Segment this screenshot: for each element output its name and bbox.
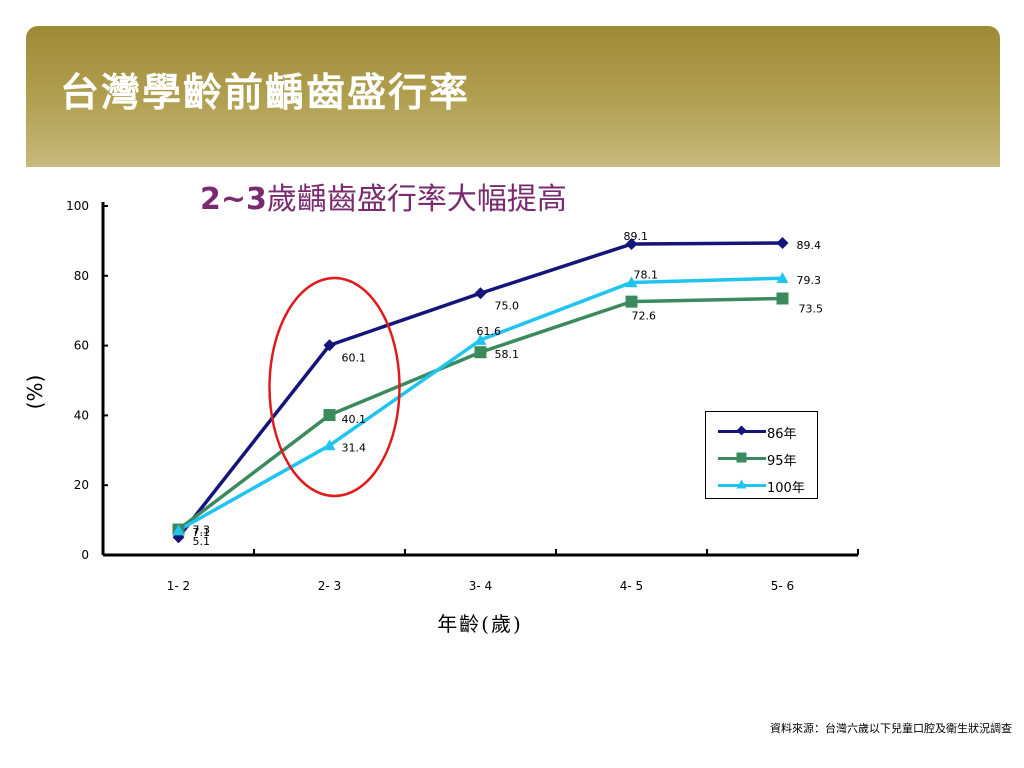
x-tick-label: 4- 5: [620, 579, 643, 593]
data-label-2-3: 78.1: [634, 268, 659, 281]
data-point-2-1: [323, 439, 336, 451]
data-point-1-2: [474, 346, 487, 359]
x-tick-label: 2- 3: [318, 579, 341, 593]
data-label-0-2: 75.0: [495, 299, 520, 312]
data-label-2-0: 7.1: [193, 526, 211, 539]
data-label-1-4: 73.5: [799, 302, 824, 315]
data-point-0-2: [474, 287, 487, 300]
highlight-circle: [268, 276, 401, 498]
data-label-1-2: 58.1: [495, 348, 520, 361]
y-axis-title: (%): [23, 374, 47, 410]
legend-item-86: 86年: [718, 422, 818, 442]
legend-marker-100: [736, 479, 747, 489]
y-tick-label: 0: [81, 548, 89, 562]
y-tick-label: 40: [74, 408, 89, 422]
y-tick-label: 60: [74, 339, 89, 353]
data-point-1-1: [323, 409, 336, 422]
data-label-2-4: 79.3: [797, 274, 822, 287]
data-point-0-4: [776, 236, 789, 249]
data-label-0-3: 89.1: [624, 230, 649, 243]
title-banner: [26, 26, 1000, 167]
legend-item-95: 95年: [718, 449, 818, 469]
data-point-2-2: [474, 334, 487, 345]
data-point-2-0: [172, 524, 185, 536]
x-axis-title: 年齡(歲): [437, 612, 523, 636]
legend-marker-shape-86: [736, 425, 747, 436]
y-tick-label: 20: [74, 478, 89, 492]
data-point-2-4: [776, 272, 789, 284]
chart-subtitle: 2~3歲齲齒盛行率大幅提高: [200, 174, 567, 218]
legend-marker-95: [736, 452, 747, 463]
data-label-1-0: 7.3: [193, 524, 211, 537]
data-label-0-4: 89.4: [797, 239, 822, 252]
data-label-2-2: 61.6: [477, 325, 502, 338]
data-label-0-0: 5.1: [193, 535, 211, 548]
data-point-2-3: [625, 276, 638, 288]
legend-label-95: 95年: [767, 454, 797, 469]
source-note: 資料來源：台灣六歲以下兒童口腔及衛生狀況調查: [770, 722, 1012, 735]
data-label-2-1: 31.4: [342, 441, 367, 454]
legend-marker-shape-95: [736, 452, 747, 463]
legend-marker-shape-100: [736, 479, 747, 489]
data-label-1-3: 72.6: [632, 310, 657, 323]
data-label-1-1: 40.1: [342, 413, 367, 426]
data-point-1-4: [776, 292, 789, 305]
legend-marker-86: [736, 425, 747, 436]
subtitle-rest: 歲齲齒盛行率大幅提高: [266, 182, 567, 217]
y-tick-label: 100: [66, 199, 89, 213]
legend-label-86: 86年: [767, 427, 797, 442]
data-point-0-1: [323, 339, 336, 352]
subtitle-lead: 2~3: [200, 182, 267, 217]
legend-item-100: 100年: [718, 476, 818, 496]
x-tick-label: 3- 4: [469, 579, 492, 593]
legend-label-100: 100年: [767, 481, 805, 496]
data-label-0-1: 60.1: [342, 351, 367, 364]
y-tick-label: 80: [74, 269, 89, 283]
x-tick-label: 1- 2: [167, 579, 190, 593]
data-point-1-3: [625, 295, 638, 308]
chart-legend: 86年 95年 100年: [705, 411, 818, 499]
x-tick-label: 5- 6: [771, 579, 794, 593]
data-point-0-3: [625, 238, 638, 251]
slide-title: 台灣學齡前齲齒盛行率: [60, 70, 471, 116]
